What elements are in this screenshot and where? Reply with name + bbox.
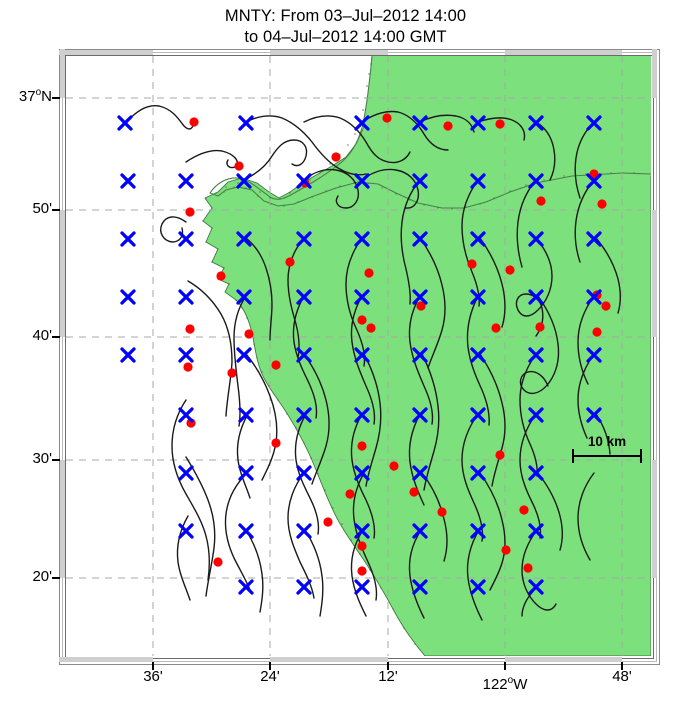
frame-band-top-1: [59, 50, 153, 55]
y-tick-label-2: 40': [32, 327, 52, 344]
map-plot-area: [66, 56, 651, 656]
scale-bar-left-cap: [572, 449, 574, 463]
x-tick-label-4: 48': [612, 668, 632, 685]
scale-bar-line: [572, 455, 642, 457]
frame-band-top-3: [270, 50, 388, 55]
title-line-1: MNTY: From 03–Jul–2012 14:00: [224, 7, 467, 25]
x-tick-mark-1: [269, 662, 272, 670]
x-tick-mark-0: [152, 662, 155, 670]
x-tick-label-1: 24': [260, 668, 280, 685]
frame-band-right-3: [652, 210, 657, 337]
y-tick-mark-4: [52, 577, 60, 580]
end-markers: [183, 113, 611, 576]
scale-bar: 10 km: [570, 434, 644, 464]
y-tick-mark-0: [52, 97, 60, 100]
x-tick-label-0: 36': [143, 668, 163, 685]
frame-band-left-1: [60, 49, 65, 98]
x-tick-label-2: 12': [378, 668, 398, 685]
y-tick-mark-1: [52, 209, 60, 212]
frame-band-top-5: [505, 50, 622, 55]
map-svg: [66, 56, 651, 656]
frame-band-bottom-3: [270, 657, 388, 662]
scale-bar-right-cap: [640, 449, 642, 463]
y-tick-label-4: 20': [32, 568, 52, 585]
frame-band-bottom-5: [505, 657, 622, 662]
x-tick-mark-2: [387, 662, 390, 670]
title-line-2: to 04–Jul–2012 14:00 GMT: [244, 28, 447, 46]
graticule-gridlines: [66, 56, 651, 656]
y-tick-label-3: 30': [32, 450, 52, 467]
frame-band-bottom-1: [59, 657, 153, 662]
y-tick-mark-2: [52, 336, 60, 339]
land-polygon: [202, 56, 651, 656]
frame-band-left-5: [60, 460, 65, 578]
y-tick-label-0: 37oN: [18, 87, 52, 106]
start-markers: [117, 115, 602, 595]
y-tick-mark-3: [52, 459, 60, 462]
x-tick-mark-3: [504, 662, 507, 670]
frame-band-right-5: [652, 460, 657, 578]
frame-band-right-1: [652, 49, 657, 98]
scale-bar-label: 10 km: [587, 434, 627, 449]
y-tick-label-1: 50': [32, 200, 52, 217]
x-tick-label-3: 122oW: [482, 675, 528, 694]
frame-band-left-3: [60, 210, 65, 337]
page-title: MNTY: From 03–Jul–2012 14:00 to 04–Jul–2…: [0, 6, 691, 48]
x-tick-mark-4: [621, 662, 624, 670]
map-canvas: [66, 56, 651, 656]
coastline-stipple: [202, 63, 635, 645]
trajectory-tracks: [124, 105, 621, 621]
